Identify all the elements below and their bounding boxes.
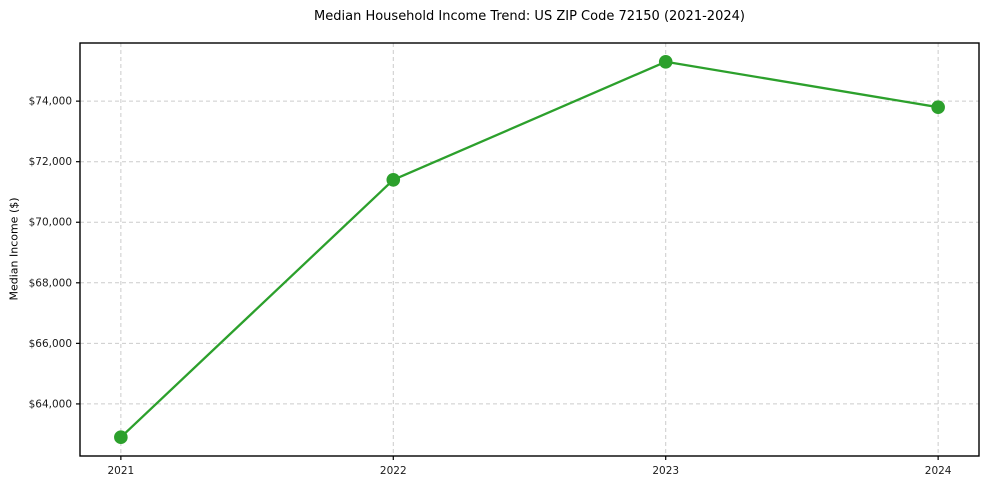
y-tick-label: $70,000 [29, 217, 72, 229]
income-trend-line [119, 60, 940, 439]
y-tick-label: $72,000 [29, 156, 72, 168]
y-tick-label: $68,000 [29, 277, 72, 289]
y-tick-label: $66,000 [29, 338, 72, 350]
data-point-2023 [658, 54, 673, 69]
data-point-2024 [931, 100, 945, 114]
x-tick-label: 2021 [107, 465, 134, 477]
x-tick-label: 2023 [652, 465, 679, 477]
axes-frame [79, 42, 980, 457]
x-tick-label: 2022 [380, 465, 407, 477]
chart-title: Median Household Income Trend: US ZIP Co… [314, 9, 745, 24]
x-tick-label: 2024 [925, 465, 952, 477]
y-tick-label: $64,000 [29, 398, 72, 410]
data-point-2022 [386, 173, 401, 187]
data-point-2021 [114, 430, 128, 445]
y-tick-label: $74,000 [29, 96, 72, 108]
